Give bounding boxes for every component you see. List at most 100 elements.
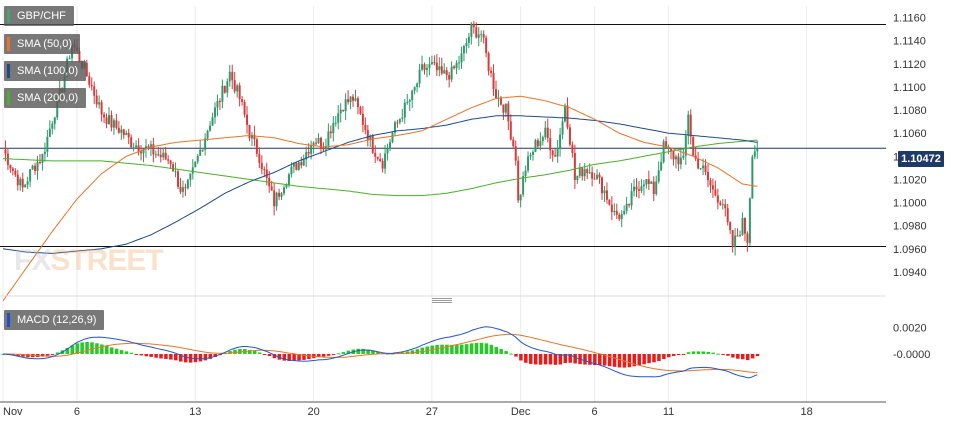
candle-body [714, 189, 717, 196]
macd-hist-bar [543, 353, 548, 365]
candle-body [221, 85, 224, 102]
candle-body [110, 115, 113, 128]
macd-hist-bar [233, 349, 237, 354]
candle-body [194, 161, 197, 168]
macd-hist-bar [671, 353, 676, 356]
candle-body [554, 155, 557, 157]
macd-hist-bar [484, 343, 489, 354]
candle-body [329, 131, 332, 134]
macd-hist-bar [435, 344, 439, 354]
macd-hist-bar [178, 353, 183, 362]
macd-hist-bar [45, 353, 50, 356]
candle-body [231, 71, 234, 81]
watermark-logo: FXSTREET [14, 244, 164, 277]
macd-tick-label: -0.0000 [893, 349, 930, 361]
candle-body [527, 156, 530, 171]
candle-body [458, 62, 461, 64]
candle-body [618, 214, 621, 219]
candle-body [317, 137, 320, 144]
legend-sma50[interactable]: SMA (50,0) [4, 34, 81, 54]
candle-body [635, 186, 638, 190]
macd-hist-bar [302, 353, 306, 360]
candle-body [68, 58, 71, 60]
candle-body [43, 151, 46, 154]
candle-body [413, 87, 416, 91]
candle-body [34, 165, 37, 171]
candle-body [236, 85, 239, 92]
candle-body [647, 179, 650, 184]
candle-body [556, 148, 559, 157]
candle-body [117, 127, 120, 133]
candle-body [315, 142, 318, 144]
macd-hist-bar [736, 353, 740, 359]
candle-body [539, 141, 542, 147]
candle-body [425, 67, 428, 70]
macd-hist-bar [26, 353, 30, 358]
candle-body [352, 96, 355, 101]
candle-body [127, 133, 130, 138]
candle-body [588, 172, 591, 174]
candle-body [142, 149, 145, 154]
macd-hist-bar [183, 353, 188, 363]
macd-hist-bar [524, 353, 528, 363]
candle-body [339, 109, 342, 114]
symbol-swatch [7, 9, 10, 23]
macd-hist-bar [213, 353, 217, 358]
candle-body [327, 131, 330, 146]
candle-body [78, 51, 81, 62]
macd-hist-bar [568, 353, 572, 363]
candle-body [154, 154, 157, 156]
macd-hist-bar [174, 353, 178, 361]
candle-body [369, 135, 372, 141]
candles [4, 21, 759, 256]
candle-body [751, 156, 754, 199]
candle-body [536, 140, 539, 147]
legend-sma200[interactable]: SMA (200,0) [4, 88, 87, 108]
candle-body [349, 96, 352, 103]
candle-body [265, 169, 268, 178]
legend-macd[interactable]: MACD (12,26,9) [4, 310, 105, 330]
candle-body [524, 170, 527, 177]
price-tick-label: 1.1140 [893, 36, 926, 48]
candle-body [746, 233, 749, 244]
macd-hist-bar [85, 341, 89, 354]
candle-body [361, 113, 364, 125]
candle-body [376, 156, 379, 159]
pane-splitter-handle[interactable] [432, 298, 452, 304]
macd-hist-bar [469, 343, 474, 354]
sma100-label: SMA (100,0) [17, 65, 79, 77]
candle-body [130, 137, 133, 148]
candle-body [534, 140, 537, 152]
candle-body [275, 192, 278, 207]
candle-body [122, 129, 125, 136]
macd-hist-bar [617, 353, 622, 368]
candle-body [736, 235, 739, 237]
candle-body [305, 152, 308, 160]
candle-body [174, 171, 177, 173]
candle-body [312, 142, 315, 146]
candle-body [711, 185, 714, 190]
candle-body [177, 171, 180, 187]
candle-body [546, 127, 549, 138]
candle-body [93, 86, 96, 96]
legend-sma100[interactable]: SMA (100,0) [4, 61, 87, 81]
candle-body [179, 186, 182, 192]
candle-body [292, 163, 295, 167]
current-price-label: 1.10472 [898, 151, 944, 167]
candle-body [216, 100, 219, 108]
macd-hist-bar [119, 350, 124, 354]
candle-body [196, 155, 199, 162]
macd-hist-bar [65, 347, 70, 354]
macd-hist-bar [287, 353, 291, 361]
macd-hist-bar [637, 353, 641, 366]
candle-body [105, 117, 108, 124]
candle-body [743, 217, 746, 234]
candle-body [571, 144, 574, 153]
candle-body [406, 102, 409, 104]
candle-body [559, 134, 562, 149]
candle-body [147, 146, 150, 148]
macd-hist-bar [95, 343, 99, 354]
macd-hist-bar [144, 353, 148, 357]
time-tick-label: 20 [307, 406, 319, 418]
